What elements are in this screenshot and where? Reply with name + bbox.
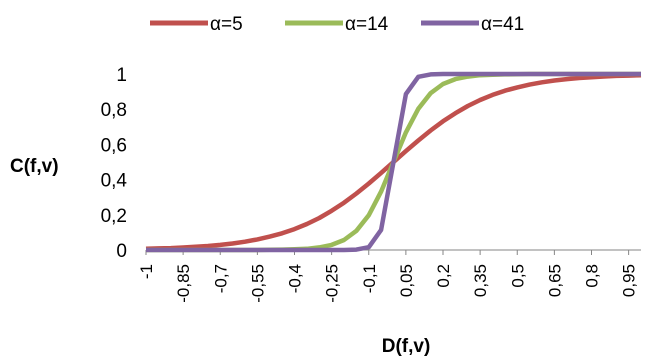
x-tick-label: -0,55 (248, 264, 267, 303)
legend-label: α=14 (345, 14, 389, 35)
y-tick-label: 0,6 (101, 135, 127, 156)
x-tick-label: -1 (137, 264, 156, 279)
x-tick-label: -0,25 (323, 264, 342, 303)
x-tick-label: -0,1 (360, 264, 379, 293)
x-tick-label: 0,95 (620, 264, 639, 297)
legend-label: α=41 (481, 14, 524, 35)
y-axis-ticks: 0 0,2 0,4 0,6 0,8 1 (101, 65, 128, 262)
y-tick-label: 0,2 (101, 206, 127, 227)
y-axis-title: C(f,v) (10, 156, 59, 177)
y-tick-label: 0,4 (101, 171, 128, 192)
legend: α=5 α=14 α=41 (150, 14, 524, 35)
y-tick-label: 1 (116, 65, 127, 86)
x-axis-title: D(f,v) (382, 336, 431, 357)
series-line-3 (146, 71, 641, 253)
x-tick-label: -0,85 (174, 264, 193, 303)
x-tick-label: -0,7 (211, 264, 230, 293)
x-tick-label: 0,05 (397, 264, 416, 297)
x-tick-label: 0,35 (471, 264, 490, 297)
series-layer (145, 71, 642, 253)
x-tick-label: 0,2 (434, 264, 453, 288)
x-tick-label: -0,4 (286, 264, 305, 293)
legend-label: α=5 (210, 14, 243, 35)
y-tick-label: 0 (116, 241, 127, 262)
x-tick-label: 0,65 (545, 264, 564, 297)
x-tick-label: 0,8 (583, 264, 602, 288)
y-tick-label: 0,8 (101, 100, 127, 121)
x-axis-ticks: -1 -0,85 -0,7 -0,55 -0,4 -0,25 -0,1 0,05 0,2 0,35… (137, 250, 639, 303)
x-tick-label: 0,5 (508, 264, 527, 288)
